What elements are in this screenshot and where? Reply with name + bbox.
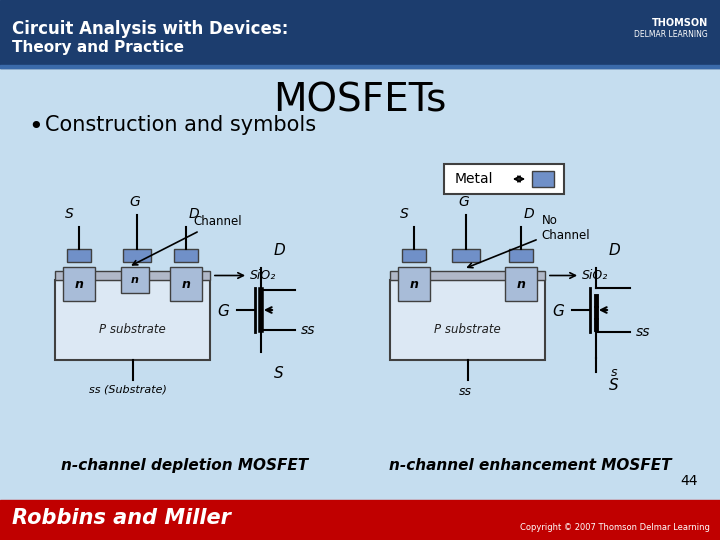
- Bar: [390, 280, 545, 360]
- Text: ss (Substrate): ss (Substrate): [89, 384, 166, 394]
- Text: S: S: [274, 366, 284, 381]
- Text: n: n: [75, 278, 84, 291]
- Text: n-channel depletion MOSFET: n-channel depletion MOSFET: [61, 458, 309, 473]
- Text: MOSFETs: MOSFETs: [274, 82, 446, 120]
- Bar: [67, 249, 91, 262]
- Text: Robbins and Miller: Robbins and Miller: [12, 508, 231, 528]
- Bar: [398, 267, 430, 301]
- Text: ss: ss: [301, 323, 315, 337]
- Bar: [120, 267, 148, 293]
- Text: G: G: [217, 305, 229, 320]
- Text: P substrate: P substrate: [99, 323, 166, 336]
- Bar: [55, 271, 210, 280]
- Bar: [402, 249, 426, 262]
- Text: •: •: [28, 115, 42, 139]
- Text: Copyright © 2007 Thomson Delmar Learning: Copyright © 2007 Thomson Delmar Learning: [520, 523, 710, 532]
- Text: G: G: [129, 195, 140, 209]
- Bar: [63, 267, 95, 301]
- Text: S: S: [65, 207, 73, 221]
- Bar: [170, 267, 202, 301]
- Text: SiO₂: SiO₂: [582, 269, 608, 282]
- Text: DELMAR LEARNING: DELMAR LEARNING: [634, 30, 708, 39]
- Bar: [0, 500, 720, 540]
- Bar: [451, 249, 480, 262]
- Text: Channel: Channel: [132, 215, 242, 265]
- Bar: [122, 249, 150, 262]
- FancyBboxPatch shape: [444, 164, 564, 194]
- Bar: [532, 171, 554, 187]
- Text: ss: ss: [636, 325, 650, 339]
- Bar: [390, 271, 545, 280]
- Text: n: n: [410, 278, 418, 291]
- Text: THOMSON: THOMSON: [652, 18, 708, 28]
- Text: S: S: [609, 378, 618, 393]
- Text: P substrate: P substrate: [434, 323, 501, 336]
- Text: 44: 44: [680, 474, 698, 488]
- Text: n-channel enhancement MOSFET: n-channel enhancement MOSFET: [389, 458, 671, 473]
- Text: Theory and Practice: Theory and Practice: [12, 40, 184, 55]
- Text: SiO₂: SiO₂: [250, 269, 276, 282]
- Text: s: s: [611, 366, 617, 379]
- Text: No
Channel: No Channel: [468, 214, 590, 268]
- Bar: [174, 249, 198, 262]
- Text: S: S: [400, 207, 408, 221]
- Text: n: n: [181, 278, 190, 291]
- Text: Metal: Metal: [455, 172, 493, 186]
- Text: D: D: [523, 207, 534, 221]
- Text: D: D: [273, 243, 285, 258]
- Bar: [55, 280, 210, 360]
- Bar: [509, 249, 533, 262]
- Text: n: n: [516, 278, 526, 291]
- Text: n: n: [130, 275, 138, 285]
- Text: G: G: [552, 305, 564, 320]
- Text: D: D: [608, 243, 620, 258]
- Bar: [0, 0, 720, 68]
- Text: ss: ss: [459, 385, 472, 398]
- Text: D: D: [189, 207, 199, 221]
- Text: G: G: [458, 195, 469, 209]
- Text: Circuit Analysis with Devices:: Circuit Analysis with Devices:: [12, 20, 289, 38]
- Bar: [0, 65, 720, 68]
- Bar: [505, 267, 537, 301]
- Text: Construction and symbols: Construction and symbols: [45, 115, 316, 135]
